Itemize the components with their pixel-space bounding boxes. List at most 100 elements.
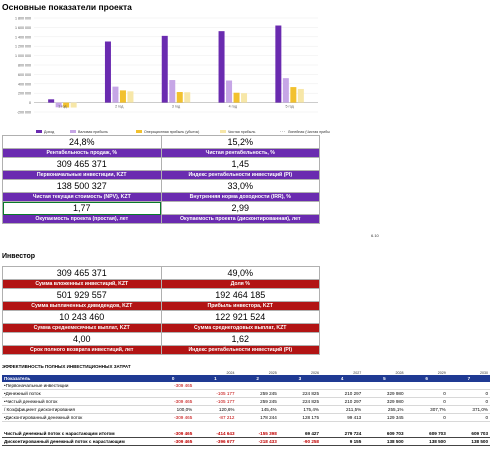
table-cell[interactable]: 0 bbox=[447, 413, 490, 422]
legend-label: Линейная (Чистая прибыль) bbox=[288, 130, 330, 134]
table-cell[interactable] bbox=[194, 382, 237, 390]
y-tick-label: 200 000 bbox=[18, 92, 31, 96]
bar bbox=[55, 102, 62, 108]
kpi-value[interactable]: 24,8% bbox=[2, 135, 162, 149]
kpi-value[interactable]: 122 921 524 bbox=[160, 310, 320, 324]
row-label[interactable]: •Дисконтированный денежный поток bbox=[2, 413, 152, 422]
kpi-value[interactable]: 2,99 bbox=[160, 201, 320, 215]
table-cell[interactable]: 259 245 bbox=[236, 389, 279, 398]
table-cell[interactable]: 129 345 bbox=[363, 413, 406, 422]
table-cell[interactable]: 329 980 bbox=[363, 397, 406, 406]
table-cell[interactable]: 255,1% bbox=[363, 405, 406, 414]
chart-x-labels: 1 год 2 год 3 год 4 год 5 год bbox=[58, 105, 294, 109]
table-cell[interactable]: -105 177 bbox=[194, 397, 237, 406]
table-cell[interactable]: 0 bbox=[447, 397, 490, 406]
row-label[interactable]: Дисконтированный денежный поток с нараст… bbox=[2, 437, 152, 446]
kpi-label: Индекс рентабельности инвестиций (PI) bbox=[160, 170, 320, 180]
table-cell[interactable] bbox=[363, 382, 406, 390]
table-cell[interactable]: 224 825 bbox=[278, 397, 321, 406]
year-cell: 2028 bbox=[395, 371, 404, 375]
table-cell[interactable]: 0 bbox=[405, 413, 448, 422]
table-cell[interactable]: 0 bbox=[405, 389, 448, 398]
side-note: 6.10 bbox=[371, 233, 379, 238]
table-cell[interactable]: 0 bbox=[447, 389, 490, 398]
legend-label: Операционная прибыль (убыток) bbox=[144, 130, 199, 134]
column-header: 0 bbox=[152, 375, 195, 382]
table-cell[interactable]: 0 bbox=[405, 397, 448, 406]
table-cell[interactable] bbox=[236, 382, 279, 390]
bar bbox=[275, 25, 282, 103]
kpi-value[interactable]: 33,0% bbox=[160, 179, 320, 193]
table-cell[interactable]: 138 500 bbox=[447, 437, 490, 446]
table-cell[interactable]: 178 244 bbox=[236, 413, 279, 422]
table-cell[interactable]: -396 677 bbox=[194, 437, 237, 446]
table-cell[interactable]: 371,0% bbox=[447, 405, 490, 414]
table-cell[interactable]: 224 825 bbox=[278, 389, 321, 398]
table-cell[interactable]: 609 703 bbox=[447, 430, 490, 438]
table-cell[interactable]: -309 465 bbox=[152, 430, 195, 438]
year-cell: 2030 bbox=[480, 371, 488, 375]
table-cell[interactable]: -309 465 bbox=[152, 413, 195, 422]
table-cell[interactable]: 259 245 bbox=[236, 397, 279, 406]
table-cell[interactable]: 210 297 bbox=[321, 389, 364, 398]
table-cell[interactable]: 211,5% bbox=[321, 405, 364, 414]
table-cell[interactable] bbox=[405, 382, 448, 390]
kpi-value[interactable]: 49,0% bbox=[160, 266, 320, 280]
row-label[interactable]: •Чистый денежный поток bbox=[2, 397, 152, 406]
bar bbox=[184, 92, 191, 103]
kpi-value[interactable]: 10 243 460 bbox=[2, 310, 162, 324]
kpi-value[interactable]: 1,45 bbox=[160, 157, 320, 171]
table-cell[interactable]: 99 413 bbox=[321, 413, 364, 422]
table-cell[interactable]: 138 500 bbox=[363, 437, 406, 446]
kpi-value[interactable]: 4,00 bbox=[2, 332, 162, 346]
table-cell[interactable]: 145,4% bbox=[236, 405, 279, 414]
spacer-row bbox=[2, 422, 490, 431]
table-cell[interactable]: -90 258 bbox=[278, 437, 321, 446]
table-cell[interactable]: -87 212 bbox=[194, 413, 237, 422]
table-cell[interactable] bbox=[321, 382, 364, 390]
kpi-label: Сумма выплаченных дивидендов, KZT bbox=[2, 301, 162, 311]
table-cell[interactable]: -309 465 bbox=[152, 382, 195, 390]
table-cell[interactable]: 329 980 bbox=[363, 389, 406, 398]
table-cell[interactable]: -105 177 bbox=[194, 389, 237, 398]
table-cell[interactable]: 120,6% bbox=[194, 405, 237, 414]
table-cell[interactable]: 128 175 bbox=[278, 413, 321, 422]
table-cell[interactable]: -218 433 bbox=[236, 437, 279, 446]
bar bbox=[218, 31, 225, 103]
row-label[interactable]: •Денежный поток bbox=[2, 389, 152, 398]
legend-label: Доход bbox=[44, 130, 55, 134]
table-cell[interactable]: 307,7% bbox=[405, 405, 448, 414]
row-label[interactable]: Чистый денежный поток с нарастающим итог… bbox=[2, 430, 152, 438]
kpi-value[interactable]: 138 500 327 bbox=[2, 179, 162, 193]
table-cell[interactable]: 138 500 bbox=[405, 437, 448, 446]
table-cell[interactable]: 9 155 bbox=[321, 437, 364, 446]
kpi-value[interactable]: 192 464 185 bbox=[160, 288, 320, 302]
table-cell[interactable]: 609 703 bbox=[363, 430, 406, 438]
table-cell[interactable]: 69 427 bbox=[278, 430, 321, 438]
table-cell[interactable] bbox=[278, 382, 321, 390]
table-cell[interactable]: 279 724 bbox=[321, 430, 364, 438]
table-cell[interactable]: 175,4% bbox=[278, 405, 321, 414]
table-cell[interactable]: 210 297 bbox=[321, 397, 364, 406]
table-cell[interactable]: -155 398 bbox=[236, 430, 279, 438]
kpi-value[interactable]: 1,62 bbox=[160, 332, 320, 346]
table-cell[interactable]: -309 465 bbox=[152, 397, 195, 406]
table-cell[interactable] bbox=[152, 389, 195, 398]
row-label[interactable]: / Коэффициент дисконтирования bbox=[2, 405, 152, 414]
table-row: •Чистый денежный поток -309 465 -105 177 25… bbox=[2, 397, 490, 406]
kpi-value[interactable]: 501 929 557 bbox=[2, 288, 162, 302]
kpi-value-selected-cell[interactable]: 1,77 bbox=[2, 201, 162, 215]
table-cell[interactable] bbox=[447, 382, 490, 390]
kpi-label: Внутренняя норма доходности (IRR), % bbox=[160, 192, 320, 202]
kpi-value[interactable]: 309 465 371 bbox=[2, 266, 162, 280]
bar bbox=[290, 87, 297, 103]
row-label[interactable]: •Первоначальные инвестиции bbox=[2, 382, 152, 390]
chart-legend: Доход Валовая прибыль Операционная прибыль… bbox=[36, 130, 330, 134]
kpi-value[interactable]: 309 465 371 bbox=[2, 157, 162, 171]
bar bbox=[241, 93, 248, 103]
table-cell[interactable]: 100,0% bbox=[152, 405, 195, 414]
table-cell[interactable]: -309 465 bbox=[152, 437, 195, 446]
table-cell[interactable]: -414 643 bbox=[194, 430, 237, 438]
table-cell[interactable]: 609 703 bbox=[405, 430, 448, 438]
kpi-value[interactable]: 15,2% bbox=[160, 135, 320, 149]
